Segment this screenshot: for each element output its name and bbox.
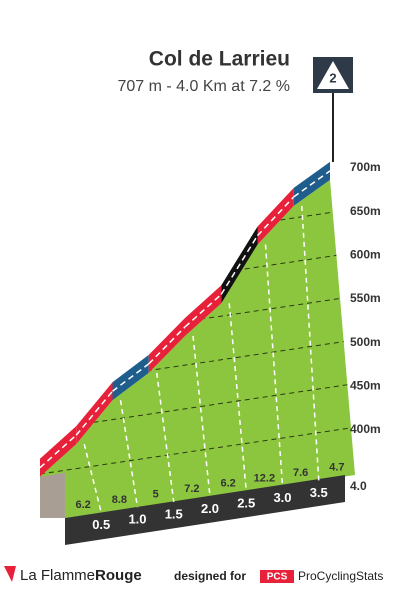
chart-subtitle: 707 m - 4.0 Km at 7.2 % <box>117 78 290 95</box>
x-grid-line <box>83 443 102 513</box>
y-tick-label: 450m <box>350 379 381 393</box>
plot: 400m 450m 500m 550m 600m 650m 700m 6.2 8.8 5 7.2 6.… <box>39 160 381 545</box>
ribbon-dash <box>148 326 186 365</box>
brand: La FlammeRouge <box>20 567 142 584</box>
grid-line <box>40 340 351 388</box>
gradient-label: 7.6 <box>293 467 308 479</box>
ribbon-dash <box>220 235 259 295</box>
start-block <box>40 472 65 518</box>
x-grid-line <box>264 244 284 486</box>
gradient-label: 4.7 <box>329 462 344 474</box>
y-tick-label: 400m <box>350 422 381 436</box>
grid-line <box>40 427 351 475</box>
badge-label: 2 <box>329 70 336 85</box>
floor-band <box>65 475 345 545</box>
x-tick-label: 2.5 <box>237 496 255 511</box>
ribbon-dash <box>184 293 222 328</box>
brand-light: La Flamme <box>20 567 95 584</box>
grid-line <box>40 383 351 431</box>
gradient-label: 8.8 <box>112 494 127 506</box>
y-tick-label: 600m <box>350 248 381 262</box>
segment-ribbon <box>257 187 294 245</box>
pcs-logo: PCS <box>267 572 288 583</box>
x-tick-label: 3.0 <box>273 490 291 505</box>
gradient-label: 12.2 <box>254 472 275 484</box>
segment-ribbon <box>76 382 113 445</box>
logo-flame <box>4 566 16 582</box>
x-grid-line <box>301 205 320 481</box>
badge-triangle <box>317 61 349 89</box>
x-tick-label: 4.0 <box>350 479 367 493</box>
chart-title: Col de Larrieu <box>149 48 290 71</box>
x-grid-line <box>119 400 139 508</box>
gradient-label: 5 <box>153 488 159 500</box>
x-tick-label: 0.5 <box>92 517 110 532</box>
x-tick-label: 3.5 <box>310 485 328 500</box>
y-tick-label: 650m <box>350 204 381 218</box>
x-tick-label: 2.0 <box>201 501 219 516</box>
pcs-name: ProCyclingStats <box>298 569 383 583</box>
ribbon-dash <box>112 363 150 392</box>
ribbon-dash <box>293 170 331 198</box>
y-tick-label: 550m <box>350 291 381 305</box>
ribbon-dash <box>256 196 295 237</box>
ribbon-dash <box>39 434 77 469</box>
y-tick-label: 500m <box>350 335 381 349</box>
x-grid-line <box>228 303 247 492</box>
footer: La FlammeRouge designed for PCS ProCycli… <box>4 566 383 584</box>
x-tick-label: 1.0 <box>128 512 146 527</box>
designed-for: designed for <box>174 569 246 583</box>
gradient-label: 6.2 <box>75 499 90 511</box>
x-tick-label: 1.5 <box>165 506 183 521</box>
pcs-box <box>260 570 294 583</box>
gradient-label: 7.2 <box>184 483 199 495</box>
gradient-label: 6.2 <box>220 478 235 490</box>
brand-bold: Rouge <box>95 567 142 584</box>
x-grid-line <box>156 372 175 502</box>
y-tick-label: 700m <box>350 160 381 174</box>
